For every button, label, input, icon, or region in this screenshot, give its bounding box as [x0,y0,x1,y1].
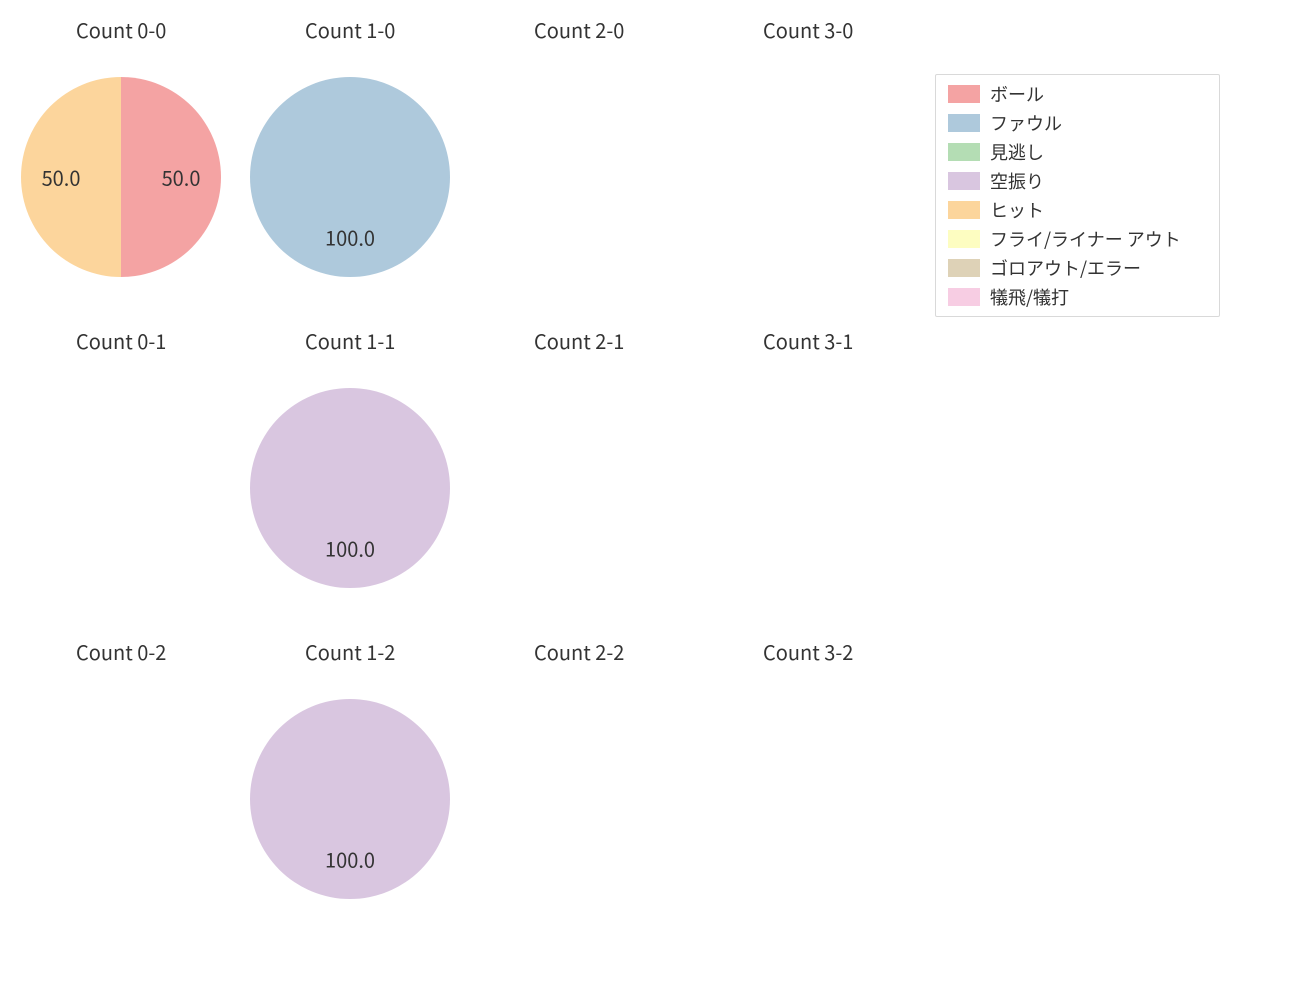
legend-swatch [948,85,980,103]
pie-slice-label: 100.0 [325,845,375,874]
legend-label: 空振り [990,172,1044,190]
legend-swatch [948,288,980,306]
panel-title: Count 1-2 [305,637,395,666]
panel-count-1-0: Count 1-0 100.0 [250,15,450,275]
panel-count-1-2: Count 1-2 100.0 [250,637,450,897]
legend-item-ball: ボール [948,85,1205,103]
legend-label: 犠飛/犠打 [990,288,1069,306]
pie-slice-label: 50.0 [42,163,81,192]
pie-slice-label: 50.0 [162,163,201,192]
legend-label: ボール [990,85,1044,103]
legend-swatch [948,143,980,161]
panel-count-3-1: Count 3-1 [708,326,908,586]
legend-swatch [948,172,980,190]
panel-count-2-2: Count 2-2 [479,637,679,897]
panel-title: Count 0-2 [76,637,166,666]
legend-label: 見逃し [990,143,1044,161]
pie-slice-label: 100.0 [325,223,375,252]
panel-count-2-1: Count 2-1 [479,326,679,586]
legend-label: フライ/ライナー アウト [990,230,1181,248]
panel-title: Count 2-2 [534,637,624,666]
legend-item-swinging: 空振り [948,172,1205,190]
panel-count-0-1: Count 0-1 [21,326,221,586]
panel-count-1-1: Count 1-1 100.0 [250,326,450,586]
legend-item-foul: ファウル [948,114,1205,132]
panel-title: Count 0-1 [76,326,166,355]
panel-title: Count 3-2 [763,637,853,666]
panel-title: Count 1-0 [305,15,395,44]
legend-swatch [948,259,980,277]
legend-item-ground_out: ゴロアウト/エラー [948,259,1205,277]
panel-count-0-0: Count 0-0 50.0 50.0 [21,15,221,275]
panel-title: Count 2-0 [534,15,624,44]
legend-label: ヒット [990,201,1044,219]
legend-item-sac: 犠飛/犠打 [948,288,1205,306]
panel-count-0-2: Count 0-2 [21,637,221,897]
panel-title: Count 2-1 [534,326,624,355]
pie-slice-label: 100.0 [325,534,375,563]
chart-stage: Count 0-0 50.0 50.0 Count 1-0 100.0 Count 2-0… [0,0,1300,1000]
panel-title: Count 3-1 [763,326,853,355]
legend: ボールファウル見逃し空振りヒットフライ/ライナー アウトゴロアウト/エラー犠飛/… [935,74,1220,317]
legend-label: ファウル [990,114,1062,132]
legend-swatch [948,114,980,132]
panel-title: Count 1-1 [305,326,395,355]
panel-count-3-0: Count 3-0 [708,15,908,275]
legend-swatch [948,201,980,219]
panel-count-3-2: Count 3-2 [708,637,908,897]
legend-item-fly_out: フライ/ライナー アウト [948,230,1205,248]
panel-title: Count 0-0 [76,15,166,44]
legend-label: ゴロアウト/エラー [990,259,1141,277]
panel-count-2-0: Count 2-0 [479,15,679,275]
panel-title: Count 3-0 [763,15,853,44]
legend-swatch [948,230,980,248]
legend-item-looking: 見逃し [948,143,1205,161]
legend-item-hit: ヒット [948,201,1205,219]
